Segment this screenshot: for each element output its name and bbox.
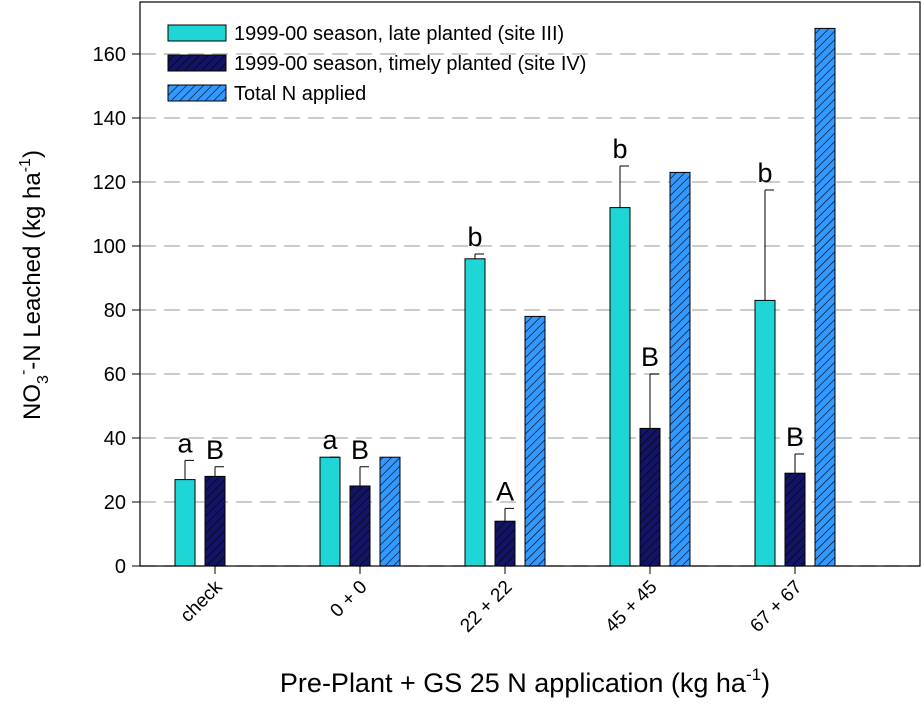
legend-swatch [167, 24, 227, 42]
significance-letter: B [351, 435, 369, 465]
significance-letter: b [757, 158, 772, 188]
significance-letter: B [786, 422, 804, 452]
x-tick-label: check [177, 576, 227, 626]
bar [609, 207, 631, 567]
x-label-part: ) [761, 668, 770, 698]
significance-letter: a [322, 425, 338, 455]
legend-swatch [167, 54, 227, 72]
y-label-sup: -1 [17, 158, 34, 172]
significance-letter: B [641, 342, 659, 372]
error-bar [764, 189, 774, 301]
x-label-sup: -1 [746, 665, 761, 684]
bar [494, 520, 516, 567]
bar [464, 258, 486, 567]
y-tick-label: 40 [104, 428, 126, 450]
bar [754, 299, 776, 567]
y-tick-label: 80 [104, 300, 126, 322]
significance-letter: A [496, 476, 514, 506]
legend-label: Total N applied [234, 83, 366, 105]
significance-letter: B [206, 435, 224, 465]
y-label-part: NO [19, 384, 46, 420]
bar [669, 171, 691, 567]
bar [639, 427, 661, 567]
significance-letter: b [467, 222, 482, 252]
x-axis-label: Pre-Plant + GS 25 N application (kg ha-1… [280, 665, 770, 698]
y-axis-label: NO3--N Leached (kg ha-1) [15, 150, 52, 420]
y-tick-label: 140 [93, 108, 126, 130]
bar [379, 456, 401, 567]
error-bar [649, 373, 659, 429]
y-tick-label: 20 [104, 492, 126, 514]
y-label-sup: - [15, 370, 32, 375]
bar [174, 479, 196, 567]
y-label-part: ) [19, 150, 46, 158]
significance-letter: a [177, 428, 193, 458]
x-tick-label: 22 + 22 [456, 577, 516, 637]
y-tick-label: 100 [93, 236, 126, 258]
plot-frame [139, 1, 921, 567]
y-tick-label: 60 [104, 364, 126, 386]
error-bar [504, 507, 514, 522]
y-label-part: -N Leached (kg ha [19, 172, 46, 370]
bar [524, 315, 546, 567]
bar [814, 27, 836, 567]
y-tick-label: 0 [115, 556, 126, 578]
bar [349, 485, 371, 567]
error-bar [359, 466, 369, 486]
legend-label: 1999-00 season, timely planted (site IV) [234, 53, 586, 75]
error-bar [474, 253, 484, 259]
x-tick-label: 0 + 0 [326, 577, 371, 622]
legend-label: 1999-00 season, late planted (site III) [234, 23, 564, 45]
legend-swatch [167, 84, 227, 102]
bar [204, 475, 226, 567]
x-tick-label: 45 + 45 [601, 577, 661, 637]
error-bar [184, 459, 194, 480]
error-bar [794, 453, 804, 474]
bar [784, 472, 806, 567]
error-bar [214, 466, 224, 477]
x-tick-label: 67 + 67 [746, 577, 806, 637]
y-tick-label: 160 [93, 44, 126, 66]
error-bar [619, 165, 629, 208]
y-tick-label: 120 [93, 172, 126, 194]
x-label-part: Pre-Plant + GS 25 N application (kg ha [280, 668, 747, 698]
y-label-sub: 3 [35, 375, 52, 384]
significance-letter: b [612, 134, 627, 164]
bar [319, 456, 341, 567]
